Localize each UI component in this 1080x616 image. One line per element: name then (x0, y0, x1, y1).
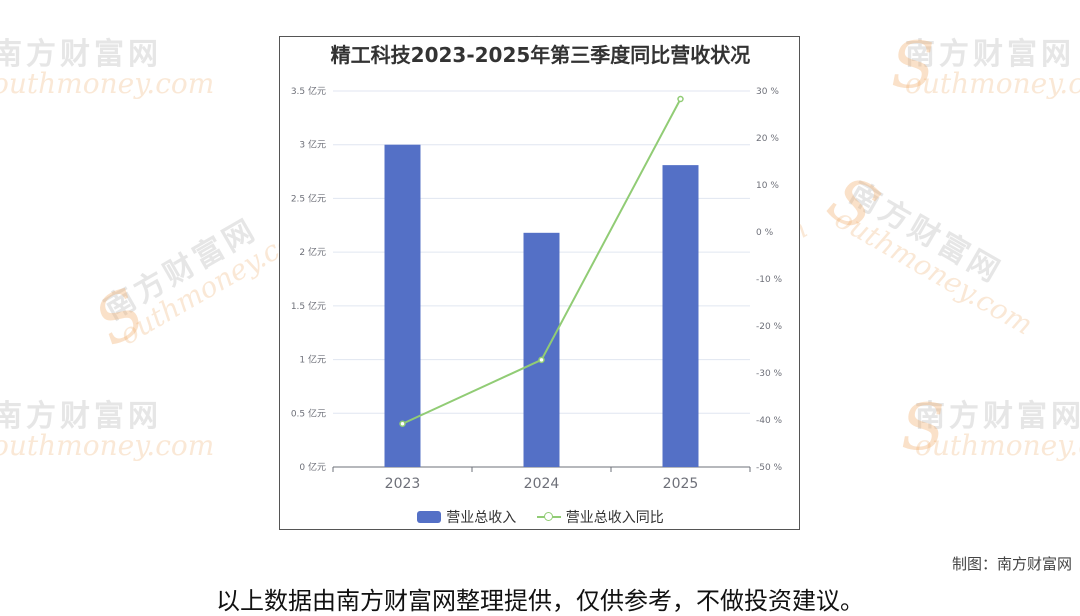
chart-title: 精工科技2023-2025年第三季度同比营收状况 (330, 43, 751, 67)
legend-item-revenue[interactable]: 营业总收入 (417, 507, 516, 527)
bar (384, 144, 421, 467)
x-tick-label: 2023 (385, 476, 421, 492)
y-right-tick-label: -10 % (756, 275, 783, 285)
line-point (677, 95, 684, 103)
footer-disclaimer: 以上数据由南方财富网整理提供，仅供参考，不做投资建议。 (216, 587, 864, 615)
legend-label-yoy: 营业总收入同比 (565, 510, 664, 526)
y-left-tick-label: 1.5 亿元 (291, 300, 326, 312)
combo-chart: 0 亿元 0.5 亿元 1 亿元 1.5 亿元 2 亿元 2.5 亿元 3 亿元 3.5 亿元… (291, 85, 783, 492)
bar (662, 165, 699, 467)
chart-legend: 营业总收入 营业总收入同比 (280, 507, 801, 527)
chart-panel: 0 亿元 0.5 亿元 1 亿元 1.5 亿元 2 亿元 2.5 亿元 3 亿元 3.5 亿元… (279, 36, 800, 530)
line-point (538, 356, 545, 364)
y-right-tick-label: -40 % (756, 416, 783, 426)
y-right-tick-label: 20 % (756, 134, 779, 144)
watermark-bottom-left: 南方财富网 outhmoney.com (0, 399, 215, 462)
y-right-tick-label: -30 % (756, 369, 783, 379)
watermark-top-left: 南方财富网 outhmoney.com (0, 37, 215, 100)
y-left-tick-label: 0.5 亿元 (291, 407, 326, 419)
y-right-tick-label: 0 % (756, 228, 774, 238)
y-left-tick-label: 3.5 亿元 (291, 85, 326, 97)
y-left-tick-label: 2.5 亿元 (291, 192, 326, 204)
y-left-tick-label: 3 亿元 (299, 139, 326, 151)
y-right-tick-label: -20 % (756, 322, 783, 332)
bar (523, 232, 560, 467)
line-point (399, 420, 406, 428)
legend-label-revenue: 营业总收入 (446, 510, 517, 526)
legend-swatch-line (536, 511, 561, 523)
legend-swatch-bar (417, 511, 442, 523)
y-right-tick-label: -50 % (756, 463, 783, 473)
chart-credit: 制图：南方财富网 (951, 555, 1072, 573)
y-left-tick-label: 2 亿元 (299, 246, 326, 258)
legend-item-yoy[interactable]: 营业总收入同比 (536, 507, 664, 527)
y-right-tick-label: 10 % (756, 181, 779, 191)
watermark-mid-right: S 南方财富网 outhmoney.com (815, 161, 1039, 342)
y-left-tick-label: 1 亿元 (299, 354, 326, 366)
x-tick-label: 2024 (524, 476, 560, 492)
x-tick-label: 2025 (663, 476, 699, 492)
y-left-tick-label: 0 亿元 (299, 461, 326, 473)
y-right-tick-label: 30 % (756, 87, 779, 97)
